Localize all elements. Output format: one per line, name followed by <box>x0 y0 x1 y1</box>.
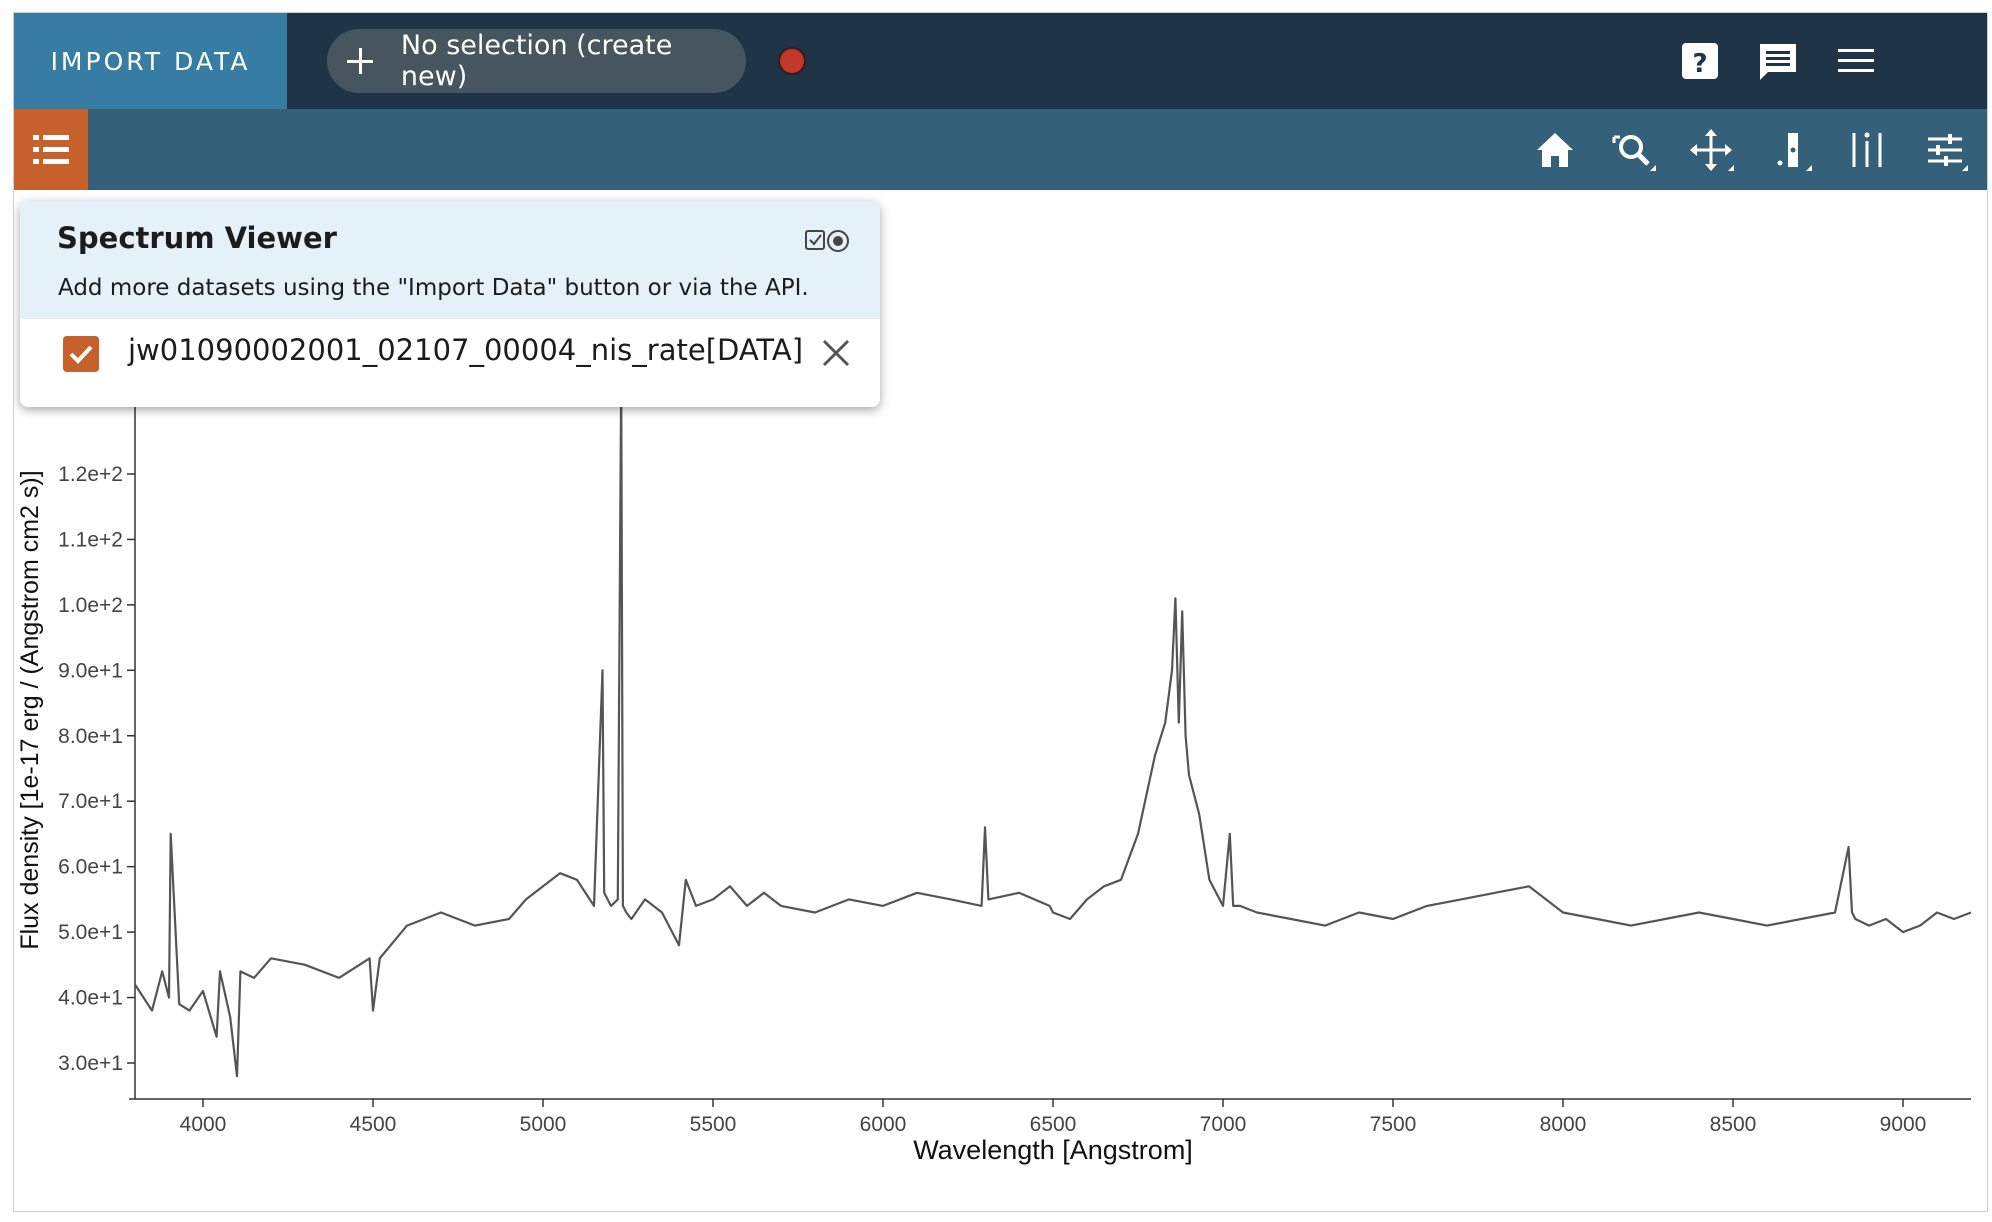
viewer-toolbar <box>14 109 1987 190</box>
feedback-icon[interactable] <box>1756 39 1800 83</box>
x-tick-label: 6000 <box>860 1113 907 1136</box>
plot-options-icon[interactable] <box>1918 123 1972 177</box>
y-tick-label: 1.2e+2 <box>58 463 123 486</box>
y-tick-label: 5.0e+1 <box>58 921 123 944</box>
y-tick-label: 1.1e+2 <box>58 528 123 551</box>
plus-icon <box>347 48 373 74</box>
y-tick-label: 4.0e+1 <box>58 987 123 1010</box>
data-selection-chip[interactable]: No selection (create new) <box>327 29 746 93</box>
help-icon[interactable]: ? <box>1678 39 1722 83</box>
y-tick-label: 8.0e+1 <box>58 725 123 748</box>
import-data-button[interactable]: IMPORT DATA <box>14 13 287 109</box>
app-frame: IMPORT DATA No selection (create new) ? <box>13 12 1988 1212</box>
viewer-title: Spectrum Viewer <box>57 221 337 255</box>
top-bar: IMPORT DATA No selection (create new) ? <box>14 13 1987 109</box>
x-tick-label: 7000 <box>1200 1113 1247 1136</box>
y-axis-label: Flux density [1e-17 erg / (Angstrom cm2 … <box>16 470 44 949</box>
x-tick-label: 8000 <box>1540 1113 1587 1136</box>
svg-text:?: ? <box>1692 49 1707 79</box>
home-icon[interactable] <box>1528 123 1582 177</box>
layer-list-button[interactable] <box>14 109 88 190</box>
y-tick-label: 9.0e+1 <box>58 659 123 682</box>
pan-icon[interactable] <box>1684 123 1738 177</box>
menu-icon[interactable] <box>1834 39 1878 83</box>
x-tick-label: 5000 <box>520 1113 567 1136</box>
layer-label: jw01090002001_02107_00004_nis_rate[DATA] <box>128 333 804 367</box>
selection-label: No selection (create new) <box>400 30 673 92</box>
spectrum-chart[interactable]: 4000 4500 5000 5500 6000 6500 7000 7500 8000 8500… <box>14 190 1988 1212</box>
y-tick-label: 1.0e+2 <box>58 594 123 617</box>
x-tick-label: 8500 <box>1710 1113 1757 1136</box>
y-tick-label: 7.0e+1 <box>58 790 123 813</box>
layer-popup: Spectrum Viewer Add more datasets using … <box>20 201 880 407</box>
line-list-icon[interactable] <box>1840 123 1894 177</box>
x-tick-label: 4500 <box>350 1113 397 1136</box>
y-tick-label: 6.0e+1 <box>58 856 123 879</box>
spectral-region-icon[interactable] <box>1762 123 1816 177</box>
zoom-icon[interactable] <box>1606 123 1660 177</box>
toggle-visibility-icon[interactable] <box>804 227 852 255</box>
spectrum-line <box>134 374 1972 1078</box>
layer-row: jw01090002001_02107_00004_nis_rate[DATA] <box>20 319 880 407</box>
x-tick-label: 9000 <box>1880 1113 1927 1136</box>
layer-checkbox[interactable] <box>63 336 99 372</box>
status-indicator <box>778 47 806 75</box>
x-tick-label: 7500 <box>1370 1113 1417 1136</box>
import-hint: Add more datasets using the "Import Data… <box>58 275 809 301</box>
x-tick-label: 5500 <box>690 1113 737 1136</box>
x-tick-label: 6500 <box>1030 1113 1077 1136</box>
list-icon <box>33 134 69 164</box>
x-axis-label: Wavelength [Angstrom] <box>913 1135 1193 1165</box>
y-tick-label: 3.0e+1 <box>58 1052 123 1075</box>
remove-layer-icon[interactable] <box>820 337 852 369</box>
popup-header: Spectrum Viewer Add more datasets using … <box>20 201 880 319</box>
x-tick-label: 4000 <box>180 1113 227 1136</box>
